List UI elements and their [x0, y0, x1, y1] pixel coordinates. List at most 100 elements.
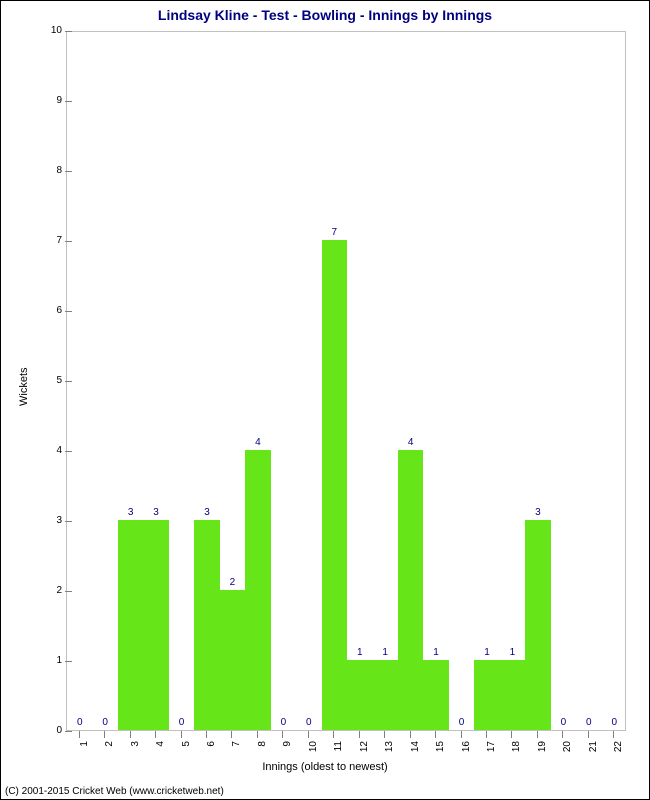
x-tick: [257, 731, 258, 738]
y-tick: [65, 241, 72, 242]
x-tick-label: 17: [486, 741, 497, 761]
x-tick-label: 18: [511, 741, 522, 761]
x-tick-label: 2: [104, 741, 115, 761]
bar-value-label: 1: [347, 647, 372, 658]
bar: [423, 660, 448, 730]
x-tick: [231, 731, 232, 738]
bar: [372, 660, 397, 730]
chart-title: Lindsay Kline - Test - Bowling - Innings…: [1, 7, 649, 23]
bar-value-label: 4: [398, 437, 423, 448]
bar: [245, 450, 270, 730]
x-tick-label: 8: [257, 741, 268, 761]
x-tick-label: 12: [359, 741, 370, 761]
x-axis-label: Innings (oldest to newest): [1, 761, 649, 773]
y-tick-label: 7: [40, 235, 62, 246]
x-tick: [130, 731, 131, 738]
x-tick-label: 22: [613, 741, 624, 761]
x-tick-label: 5: [181, 741, 192, 761]
x-tick: [104, 731, 105, 738]
x-tick: [282, 731, 283, 738]
y-tick: [65, 381, 72, 382]
x-tick-label: 3: [130, 741, 141, 761]
x-tick: [562, 731, 563, 738]
bar-value-label: 0: [449, 717, 474, 728]
y-axis-label: Wickets: [18, 368, 30, 407]
x-tick: [461, 731, 462, 738]
bar: [398, 450, 423, 730]
x-tick: [384, 731, 385, 738]
x-tick-label: 15: [435, 741, 446, 761]
bar-value-label: 3: [143, 507, 168, 518]
bar-value-label: 1: [474, 647, 499, 658]
bar: [220, 590, 245, 730]
y-tick-label: 1: [40, 655, 62, 666]
x-tick: [206, 731, 207, 738]
y-tick-label: 2: [40, 585, 62, 596]
chart-frame: Lindsay Kline - Test - Bowling - Innings…: [0, 0, 650, 800]
y-tick-label: 9: [40, 95, 62, 106]
y-tick: [65, 661, 72, 662]
bar-value-label: 1: [372, 647, 397, 658]
y-tick: [65, 731, 72, 732]
bar-value-label: 0: [92, 717, 117, 728]
x-tick: [155, 731, 156, 738]
bar: [525, 520, 550, 730]
x-tick: [435, 731, 436, 738]
bar-value-label: 0: [169, 717, 194, 728]
bar-value-label: 3: [525, 507, 550, 518]
bar: [500, 660, 525, 730]
bar: [194, 520, 219, 730]
bar-value-label: 0: [551, 717, 576, 728]
bar-value-label: 0: [67, 717, 92, 728]
y-tick-label: 8: [40, 165, 62, 176]
bar-value-label: 2: [220, 577, 245, 588]
bar: [474, 660, 499, 730]
x-tick: [511, 731, 512, 738]
bar: [347, 660, 372, 730]
bar-value-label: 3: [194, 507, 219, 518]
bar-value-label: 0: [271, 717, 296, 728]
bar-value-label: 3: [118, 507, 143, 518]
x-tick: [410, 731, 411, 738]
y-tick-label: 6: [40, 305, 62, 316]
y-tick: [65, 171, 72, 172]
y-tick-label: 4: [40, 445, 62, 456]
x-tick: [588, 731, 589, 738]
copyright-text: (C) 2001-2015 Cricket Web (www.cricketwe…: [5, 786, 224, 797]
x-tick-label: 13: [384, 741, 395, 761]
x-tick-label: 6: [206, 741, 217, 761]
y-tick: [65, 31, 72, 32]
x-tick: [359, 731, 360, 738]
bar: [322, 240, 347, 730]
x-tick: [613, 731, 614, 738]
y-tick-label: 0: [40, 725, 62, 736]
y-tick-label: 5: [40, 375, 62, 386]
x-tick-label: 16: [461, 741, 472, 761]
x-tick-label: 10: [308, 741, 319, 761]
y-tick: [65, 591, 72, 592]
x-tick: [333, 731, 334, 738]
bar-value-label: 0: [602, 717, 627, 728]
bar: [143, 520, 168, 730]
bar-value-label: 7: [322, 227, 347, 238]
x-tick: [486, 731, 487, 738]
y-tick-label: 10: [40, 25, 62, 36]
x-tick: [537, 731, 538, 738]
x-tick-label: 21: [588, 741, 599, 761]
y-tick: [65, 101, 72, 102]
x-tick-label: 14: [410, 741, 421, 761]
x-tick-label: 11: [333, 741, 344, 761]
x-tick-label: 19: [537, 741, 548, 761]
bar-value-label: 0: [576, 717, 601, 728]
x-tick-label: 7: [231, 741, 242, 761]
bar-value-label: 1: [423, 647, 448, 658]
y-tick-label: 3: [40, 515, 62, 526]
x-tick-label: 9: [282, 741, 293, 761]
x-tick-label: 4: [155, 741, 166, 761]
bar-value-label: 0: [296, 717, 321, 728]
bar: [118, 520, 143, 730]
bar-value-label: 4: [245, 437, 270, 448]
x-tick-label: 1: [79, 741, 90, 761]
x-tick: [79, 731, 80, 738]
x-tick: [181, 731, 182, 738]
